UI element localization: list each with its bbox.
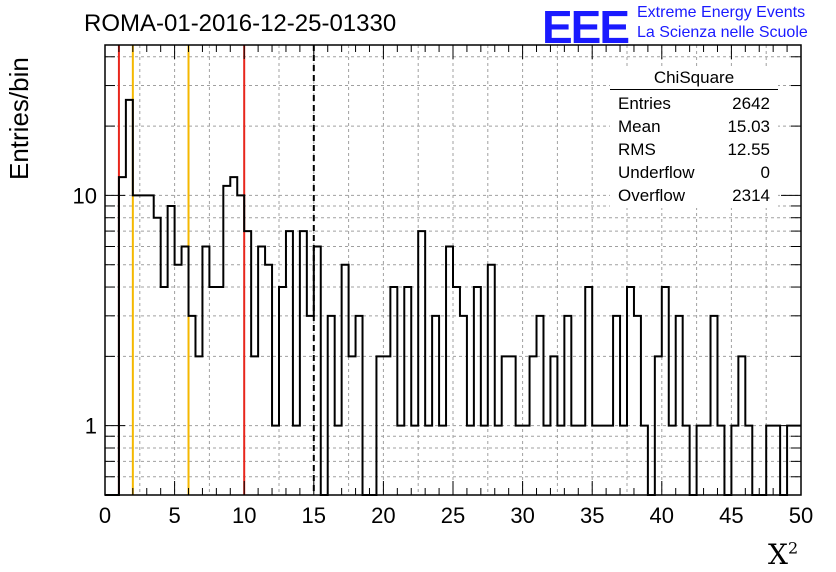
x-tick-label: 30 <box>510 503 534 528</box>
x-tick-label: 15 <box>302 503 326 528</box>
y-tick-label: 1 <box>85 414 97 439</box>
stats-key: RMS <box>618 140 656 159</box>
x-tick-label: 10 <box>232 503 256 528</box>
histogram-series <box>105 98 801 496</box>
x-tick-label: 35 <box>580 503 604 528</box>
stats-value: 0 <box>760 163 770 182</box>
x-tick-label: 45 <box>719 503 743 528</box>
stats-value: 12.55 <box>727 140 770 159</box>
chart-title: ROMA-01-2016-12-25-01330 <box>84 10 397 37</box>
x-axis-label: X2 <box>768 538 798 571</box>
stats-value: 2642 <box>732 94 770 113</box>
stats-key: Underflow <box>618 163 695 182</box>
x-tick-label: 40 <box>650 503 674 528</box>
stats-key: Overflow <box>618 186 686 205</box>
x-tick-label: 25 <box>441 503 465 528</box>
y-tick-label: 10 <box>73 183 97 208</box>
x-axis-label-sup: 2 <box>787 538 799 558</box>
logo-line-2: La Scienza nelle Scuole <box>637 24 808 41</box>
stats-box: ChiSquare Entries 2642 Mean 15.03 RMS 12… <box>610 66 778 208</box>
stats-key: Entries <box>618 94 671 113</box>
stats-value: 15.03 <box>727 117 770 136</box>
x-axis-label-main: X <box>768 538 788 571</box>
y-axis-label: Entries/bin <box>4 57 34 180</box>
stats-value: 2314 <box>732 186 770 205</box>
x-tick-label: 5 <box>168 503 180 528</box>
logo-line-1: Extreme Energy Events <box>637 4 806 21</box>
x-tick-label: 50 <box>789 503 813 528</box>
x-tick-label: 20 <box>371 503 395 528</box>
stats-key: Mean <box>618 117 661 136</box>
eee-logo: EEE <box>542 1 630 53</box>
stats-title: ChiSquare <box>610 68 778 90</box>
x-tick-label: 0 <box>99 503 111 528</box>
